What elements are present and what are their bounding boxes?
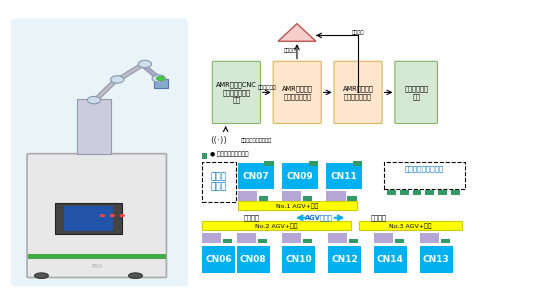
Bar [359, 221, 462, 230]
Bar [77, 99, 111, 154]
Text: CN14: CN14 [377, 255, 404, 264]
Text: AMR完成生料
（未加工）上料: AMR完成生料 （未加工）上料 [343, 85, 373, 99]
Text: 熟料告滿: 熟料告滿 [284, 48, 296, 53]
Bar [384, 162, 465, 189]
Text: 半成品
擺放區: 半成品 擺放區 [211, 172, 227, 191]
Bar [413, 190, 421, 195]
Text: AMR移動到CNC
設備進上並完成
定位: AMR移動到CNC 設備進上並完成 定位 [216, 82, 257, 103]
Text: No.3 AGV+手臂: No.3 AGV+手臂 [389, 223, 432, 229]
Circle shape [156, 76, 164, 81]
Text: CN10: CN10 [285, 255, 312, 264]
Bar [154, 79, 168, 88]
Bar [223, 239, 232, 243]
Text: AGV拉料車: AGV拉料車 [305, 214, 333, 221]
Bar [238, 163, 274, 189]
Text: AMR完成熟料
（加工完）下料: AMR完成熟料 （加工完）下料 [282, 85, 312, 99]
Bar [238, 201, 357, 210]
FancyBboxPatch shape [273, 61, 321, 124]
Bar [387, 190, 396, 195]
Bar [374, 233, 393, 243]
Bar [258, 239, 267, 243]
Text: 接到觸發加工完成訊號: 接到觸發加工完成訊號 [241, 138, 272, 143]
Circle shape [152, 75, 165, 82]
Bar [420, 246, 453, 273]
Circle shape [111, 76, 124, 83]
Text: CN07: CN07 [242, 172, 269, 181]
Bar [374, 246, 407, 273]
Text: 啟動設備進行
加工: 啟動設備進行 加工 [404, 85, 428, 99]
Polygon shape [278, 24, 316, 41]
Bar [438, 190, 447, 195]
Bar [425, 190, 434, 195]
Text: 等待加工完成: 等待加工完成 [258, 85, 276, 90]
Ellipse shape [128, 273, 142, 278]
Bar [400, 190, 409, 195]
FancyBboxPatch shape [334, 61, 382, 124]
Bar [264, 161, 274, 166]
Polygon shape [141, 63, 160, 80]
Bar [202, 246, 235, 273]
Bar [303, 239, 312, 243]
Circle shape [100, 214, 105, 217]
Text: 人員薄膜檢驗作業區: 人員薄膜檢驗作業區 [405, 165, 444, 172]
Bar [395, 239, 404, 243]
Bar [282, 191, 301, 201]
Ellipse shape [34, 273, 49, 278]
Bar [202, 221, 351, 230]
Bar [328, 246, 361, 273]
Bar [353, 161, 362, 166]
Circle shape [109, 214, 115, 217]
Bar [202, 233, 221, 243]
Bar [259, 196, 268, 201]
Bar [238, 191, 257, 201]
FancyBboxPatch shape [27, 154, 166, 278]
Text: No.2 AGV+手臂: No.2 AGV+手臂 [255, 223, 298, 229]
Bar [326, 191, 346, 201]
Text: No.1 AGV+手臂: No.1 AGV+手臂 [276, 203, 319, 209]
Bar [237, 246, 270, 273]
Text: CN06: CN06 [205, 255, 232, 264]
Bar [347, 196, 357, 201]
Bar [441, 239, 450, 243]
Bar [420, 233, 439, 243]
Bar [326, 163, 362, 189]
Bar [328, 233, 347, 243]
Text: CN08: CN08 [240, 255, 267, 264]
Bar [451, 190, 460, 195]
Circle shape [119, 214, 125, 217]
Text: CN09: CN09 [286, 172, 314, 181]
Text: ● 未來現場概念配置：: ● 未來現場概念配置： [210, 152, 249, 157]
Bar [64, 206, 113, 231]
Polygon shape [94, 77, 119, 102]
Bar [349, 239, 358, 243]
Text: PRIA: PRIA [91, 264, 102, 269]
Bar [282, 233, 301, 243]
Text: ((·)): ((·)) [210, 136, 227, 145]
Circle shape [87, 96, 101, 104]
Circle shape [138, 60, 152, 68]
Bar [237, 233, 256, 243]
FancyBboxPatch shape [212, 61, 260, 124]
Text: 取料補料: 取料補料 [244, 214, 259, 221]
Text: 警報: 警報 [293, 31, 301, 41]
FancyBboxPatch shape [395, 61, 437, 124]
Text: 收料檢驗: 收料檢驗 [371, 214, 387, 221]
Text: CN11: CN11 [331, 172, 358, 181]
Bar [282, 246, 315, 273]
Bar [55, 203, 122, 234]
Polygon shape [116, 62, 147, 82]
Bar [202, 153, 207, 159]
FancyBboxPatch shape [11, 18, 188, 286]
Bar [28, 254, 166, 259]
Text: CN12: CN12 [331, 255, 358, 264]
Bar [303, 196, 312, 201]
Text: CN13: CN13 [423, 255, 450, 264]
Bar [309, 161, 318, 166]
Bar [202, 162, 236, 202]
Bar [282, 163, 318, 189]
Text: 生料告空: 生料告空 [352, 30, 364, 35]
